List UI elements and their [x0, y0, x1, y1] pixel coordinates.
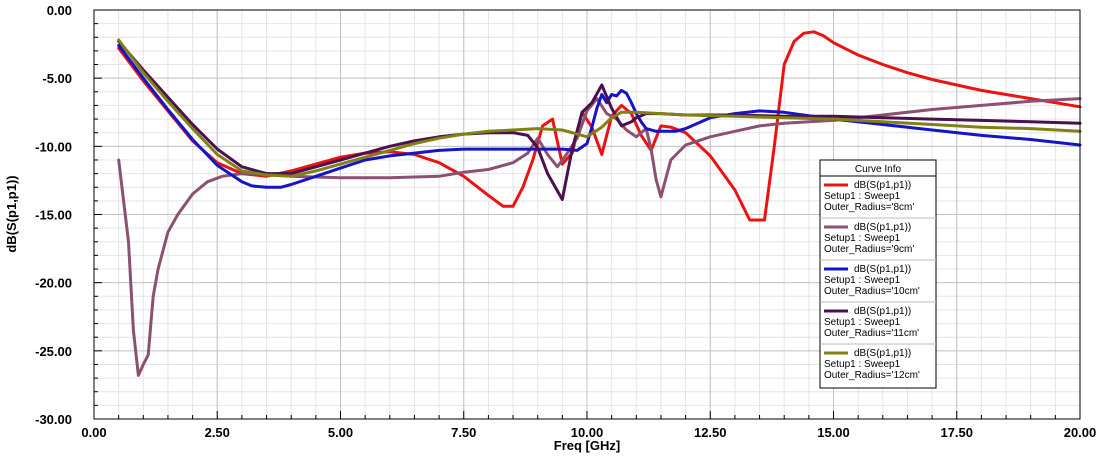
legend-entry-5[interactable]: dB(S(p1,p1))Setup1 : Sweep1Outer_Radius=… — [820, 343, 936, 381]
x-axis-label: Freq [GHz] — [554, 438, 620, 453]
legend-entry-text: Setup1 : Sweep1 — [824, 317, 901, 328]
x-tick-label: 12.50 — [694, 425, 727, 440]
legend-entry-text: Setup1 : Sweep1 — [824, 191, 901, 202]
x-tick-label: 10.00 — [571, 425, 604, 440]
legend-entry-text: Setup1 : Sweep1 — [824, 233, 901, 244]
legend-entry-text: Setup1 : Sweep1 — [824, 359, 901, 370]
legend-entry-text: Setup1 : Sweep1 — [824, 275, 901, 286]
legend-entry-text: dB(S(p1,p1)) — [854, 180, 911, 191]
legend-entry-3[interactable]: dB(S(p1,p1))Setup1 : Sweep1Outer_Radius=… — [820, 259, 936, 297]
series-line-5 — [117, 38, 1082, 178]
legend-entry-text: dB(S(p1,p1)) — [854, 348, 911, 359]
y-tick-label: -25.00 — [35, 344, 72, 359]
legend-entry-2[interactable]: dB(S(p1,p1))Setup1 : Sweep1Outer_Radius=… — [820, 217, 936, 255]
series-layer — [117, 30, 1082, 377]
legend-entry-4[interactable]: dB(S(p1,p1))Setup1 : Sweep1Outer_Radius=… — [820, 301, 936, 339]
series-line-1 — [117, 30, 1082, 222]
x-tick-label: 17.50 — [940, 425, 973, 440]
legend-entry-text: dB(S(p1,p1)) — [854, 306, 911, 317]
x-tick-label: 15.00 — [817, 425, 850, 440]
y-tick-label: -5.00 — [42, 71, 72, 86]
legend-entry-text: Outer_Radius='10cm' — [824, 286, 920, 297]
x-tick-label: 7.50 — [451, 425, 476, 440]
axis-ticks — [93, 9, 1081, 420]
legend-entry-text: dB(S(p1,p1)) — [854, 264, 911, 275]
y-tick-label: 0.00 — [47, 3, 72, 18]
y-tick-label: -20.00 — [35, 276, 72, 291]
x-tick-label: 5.00 — [328, 425, 353, 440]
legend-entry-1[interactable]: dB(S(p1,p1))Setup1 : Sweep1Outer_Radius=… — [824, 180, 914, 213]
legend-entry-text: Outer_Radius='9cm' — [824, 244, 914, 255]
y-tick-label: -10.00 — [35, 139, 72, 154]
x-tick-label: 2.50 — [205, 425, 230, 440]
legend-entry-text: Outer_Radius='12cm' — [824, 370, 920, 381]
legend-title: Curve Info — [855, 164, 902, 175]
y-tick-label: -15.00 — [35, 208, 72, 223]
x-tick-label: 20.00 — [1064, 425, 1097, 440]
series-line-2 — [117, 97, 1082, 377]
y-tick-labels: 0.00 -5.00 -10.00 -15.00 -20.00 -25.00 -30.00 — [35, 3, 72, 427]
y-tick-label: -30.00 — [35, 412, 72, 427]
legend-entry-text: dB(S(p1,p1)) — [854, 222, 911, 233]
x-tick-label: 0.00 — [81, 425, 106, 440]
legend-entry-text: Outer_Radius='8cm' — [824, 202, 914, 213]
legend-entry-text: Outer_Radius='11cm' — [824, 328, 919, 339]
y-axis-label: dB(S(p1,p1)) — [4, 175, 19, 252]
legend-box — [819, 159, 937, 389]
x-tick-labels: 0.00 2.50 5.00 7.50 10.00 12.50 15.00 17.50 20.0… — [81, 425, 1096, 440]
